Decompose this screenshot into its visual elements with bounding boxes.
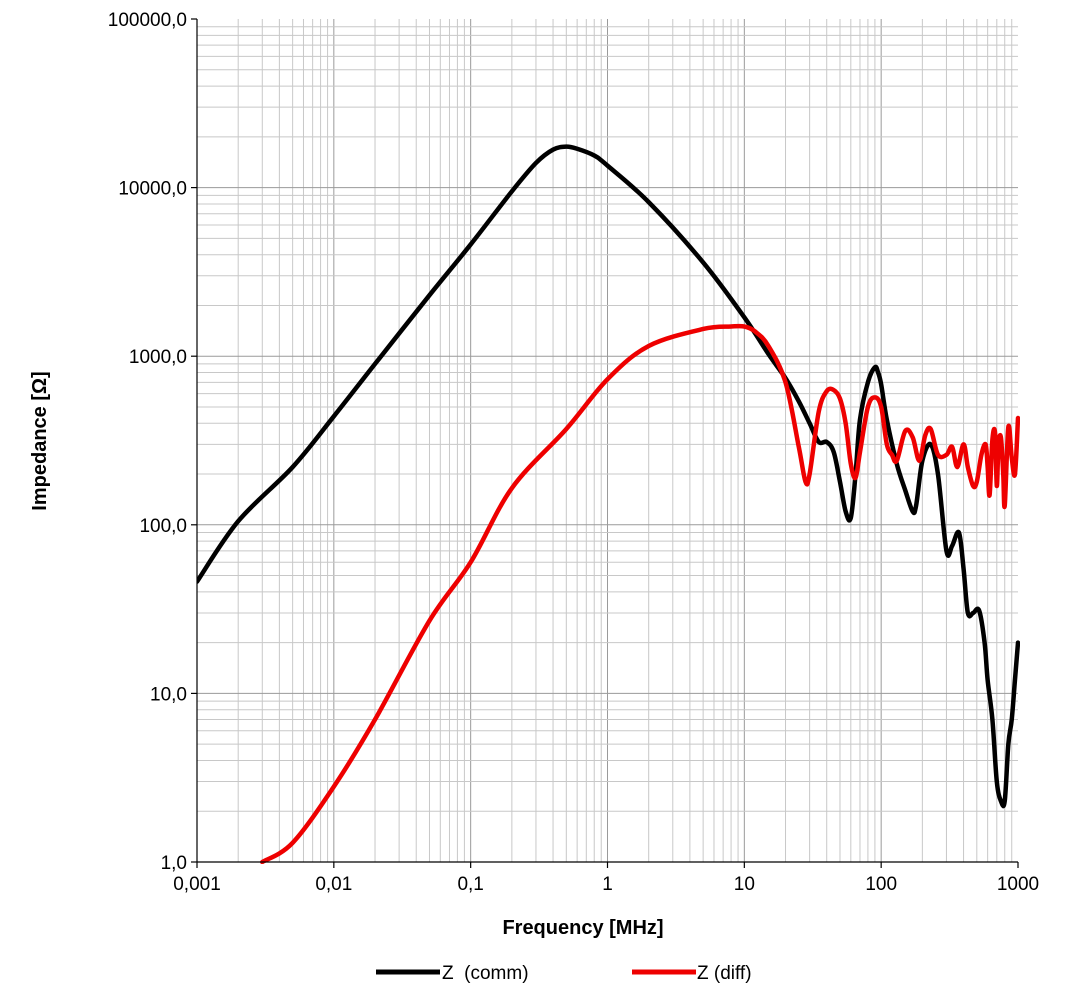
y-tick-label: 1000,0 — [129, 347, 187, 368]
y-tick-label: 10000,0 — [118, 179, 187, 200]
y-tick-label: 100,0 — [139, 516, 187, 537]
x-tick-label: 0,01 — [315, 874, 352, 895]
y-tick-label: 100000,0 — [108, 10, 187, 31]
axes — [191, 18, 1019, 868]
tick-labels: 0,001 0,01 0,1 1 10 100 1000 1,0 10,0 100,0 1000,0… — [108, 10, 1039, 895]
grid — [196, 19, 1018, 863]
legend-label-comm: Z (comm) — [442, 963, 529, 984]
legend: Z (comm) Z (diff) — [376, 963, 752, 984]
y-axis-title: Impedance [Ω] — [29, 371, 51, 510]
x-tick-label: 10 — [734, 874, 755, 895]
y-tick-label: 1,0 — [161, 853, 187, 874]
x-axis-title: Frequency [MHz] — [502, 917, 663, 939]
x-tick-label: 0,1 — [457, 874, 483, 895]
y-tick-label: 10,0 — [150, 684, 187, 705]
series-line-z-diff — [260, 323, 1020, 864]
x-tick-label: 1 — [602, 874, 613, 895]
x-tick-label: 0,001 — [173, 874, 221, 895]
x-tick-label: 1000 — [997, 874, 1039, 895]
series-layer — [197, 144, 1020, 864]
series-line-z-comm — [197, 144, 1020, 809]
x-tick-label: 100 — [865, 874, 897, 895]
legend-label-diff: Z (diff) — [697, 963, 752, 984]
